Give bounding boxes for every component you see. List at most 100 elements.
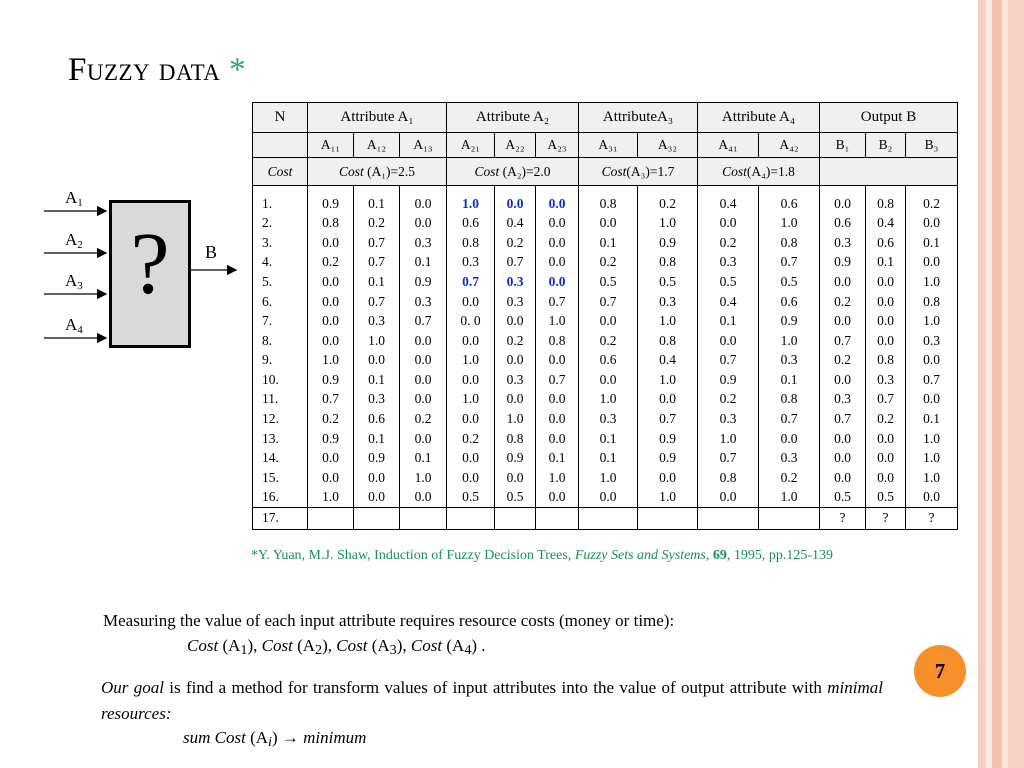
table-cell: 1.0 [535,467,579,488]
cost-value: Cost (A₂)=2.0 [446,157,579,186]
header-subattribute: B₂ [865,132,906,158]
table-cell: 0.2 [578,252,638,272]
table-cell: 0.1 [399,252,447,272]
row-number: 8. [252,330,308,351]
table-cell: 0.8 [758,389,820,410]
table-cell: 0.5 [865,487,906,507]
table-cell: 0.7 [353,232,400,253]
table-cell: 0.0 [399,389,447,410]
table-cell: 0.7 [905,369,958,390]
page-number-badge: 7 [914,645,966,697]
header-subattribute: A₂₃ [535,132,579,158]
table-cell: ? [905,506,958,530]
header-subattribute: A₂₁ [446,132,495,158]
header-group: Attribute A₄ [697,102,820,133]
table-cell: 0.7 [758,409,820,429]
table-cell: 0.0 [637,389,698,410]
table-cell: 0.9 [637,428,698,449]
table-cell: 0.2 [697,389,759,410]
table-row: 12. 0.2 0.6 0.2 0.0 1.0 0.0 0.3 0.7 0.3 0.7 0.7 0.2 0… [252,409,958,429]
table-cell: 0.0 [535,232,579,253]
table-cell: 0.6 [865,232,906,253]
table-cell: 0.1 [905,409,958,429]
table-cell: 0.9 [697,369,759,390]
table-cell: 0.3 [758,448,820,468]
table-cell: 0.5 [446,487,495,507]
table-cell: 0.9 [353,448,400,468]
table-cell: 0.2 [353,213,400,233]
table-cell: 0. 0 [446,311,495,331]
table-cell [307,506,354,530]
row-number: 6. [252,291,308,312]
table-cell: 1.0 [307,487,354,507]
table-cell: 0.7 [494,252,536,272]
table-cell: 1.0 [758,213,820,233]
table-cell: 1.0 [578,467,638,488]
table-cell: 1.0 [535,311,579,331]
spacer-cell [637,185,698,194]
table-cell: 0.3 [697,409,759,429]
spacer-cell [758,185,820,194]
block-diagram-arrows [44,205,238,344]
table-cell: 0.1 [578,448,638,468]
table-cell: 0.0 [535,389,579,410]
table-cell: 1.0 [446,350,495,370]
table-cell: 1.0 [637,213,698,233]
table-cell: 0.7 [819,409,866,429]
table-cell: 0.3 [865,369,906,390]
table-cell: 0.0 [535,213,579,233]
row-number: 15. [252,467,308,488]
table-cell: 1.0 [446,193,495,214]
spacer-cell [353,185,400,194]
table-row: 11. 0.7 0.3 0.0 1.0 0.0 0.0 1.0 0.0 0.2 0.8 0.3 0.7 0… [252,389,958,410]
table-cell: 0.8 [758,232,820,253]
row-number: 1. [252,193,308,214]
reference-citation: *Y. Yuan, M.J. Shaw, Induction of Fuzzy … [251,548,834,563]
table-cell: 0.2 [637,193,698,214]
cost-output-blank [819,157,958,186]
table-cell: 0.0 [307,311,354,331]
table-cell: 0.8 [578,193,638,214]
table-cell [494,506,536,530]
row-number: 12. [252,409,308,429]
table-cell: 0.7 [307,389,354,410]
title-star: * [220,52,247,88]
table-cell: 0.0 [535,487,579,507]
table-cell: 0.0 [819,467,866,488]
table-cell: ? [865,506,906,530]
row-number: 3. [252,232,308,253]
input-label-a4: A4 [65,315,83,336]
table-cell: 0.3 [697,252,759,272]
table-cell: 0.9 [307,369,354,390]
table-cell: 0.7 [399,311,447,331]
decor-stripe [978,0,986,768]
table-cell: 0.2 [819,350,866,370]
header-subattribute: A₄₂ [758,132,820,158]
header-subattribute: A₃₂ [637,132,698,158]
table-cell: 0.0 [535,271,579,292]
table-cell: 0.7 [353,252,400,272]
table-cell [637,506,698,530]
table-cell: 0.8 [494,428,536,449]
table-cell: 0.3 [578,409,638,429]
table-cell: 0.0 [535,252,579,272]
table-cell: 0.8 [446,232,495,253]
spacer-cell [307,185,354,194]
table-cell: 0.0 [697,213,759,233]
table-cell: 0.1 [865,252,906,272]
table-cell: 0.8 [697,467,759,488]
table-cell: 0.7 [353,291,400,312]
table-cell: 0.5 [637,271,698,292]
table-cell: 1.0 [758,330,820,351]
table-cell: 0.0 [865,330,906,351]
row-number: 9. [252,350,308,370]
table-cell: 0.0 [578,311,638,331]
spacer-row [252,185,958,194]
header-group: Attribute A₁ [307,102,447,133]
table-cell: 0.6 [446,213,495,233]
cost-value: Cost(A₃)=1.7 [578,157,698,186]
table-cell: 1.0 [307,350,354,370]
table-cell: 0.4 [637,350,698,370]
table-cell: 0.2 [578,330,638,351]
table-cell: ? [819,506,866,530]
